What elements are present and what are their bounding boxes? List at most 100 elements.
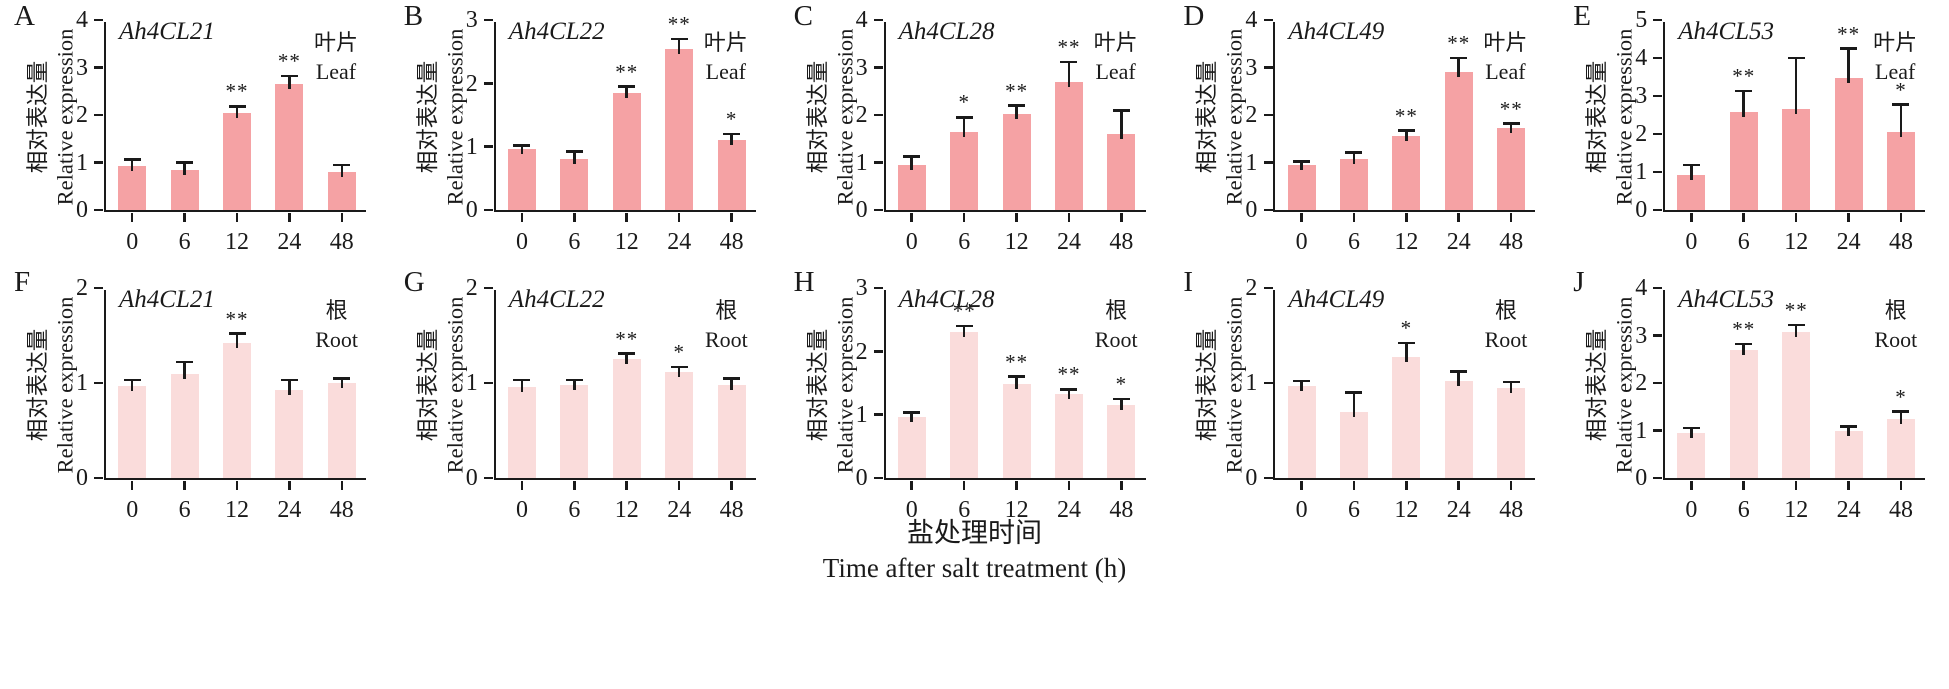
y-axis-tick-label: 1 — [855, 401, 868, 428]
error-bar-stem — [1742, 91, 1746, 117]
error-bar-cap — [1787, 56, 1805, 60]
error-bar-stem — [677, 366, 681, 377]
y-axis-title-zh: 相对表达量 — [805, 60, 831, 174]
x-axis-tick-label: 6 — [1347, 229, 1360, 255]
gene-name-label: Ah4CL28 — [898, 18, 995, 45]
x-axis-tick — [520, 212, 524, 222]
expression-bar — [1497, 387, 1526, 478]
significance-stars: ** — [615, 326, 639, 351]
y-axis-tick-label: 4 — [855, 7, 868, 34]
x-axis-tick-label: 0 — [905, 229, 918, 255]
tissue-label: 叶片 Leaf — [1873, 28, 1917, 86]
significance-stars: ** — [1784, 298, 1808, 323]
error-bar-cap — [1840, 425, 1858, 428]
error-bar-cap — [1450, 56, 1468, 60]
y-axis-tick-label: 1 — [1635, 417, 1648, 444]
plot-area: Ah4CL53 根 Root 0 1 2 3 4 0 ** 6 ** 12 24 * 48 — [1635, 275, 1926, 523]
y-axis-title-zh: 相对表达量 — [1194, 60, 1220, 174]
y-axis-tick-label: 4 — [1635, 275, 1648, 302]
significance-stars: * — [725, 107, 738, 131]
error-bar-stem — [962, 326, 966, 338]
expression-bar — [118, 165, 147, 210]
x-axis-tick — [1847, 480, 1850, 490]
error-bar-cap — [723, 376, 741, 380]
error-bar-cap — [1840, 47, 1858, 50]
error-bar-cap — [1060, 60, 1078, 64]
y-axis-tick — [1263, 18, 1273, 22]
error-bar-stem — [1847, 48, 1850, 83]
error-bar-stem — [1067, 61, 1071, 87]
y-axis-title-zh: 相对表达量 — [805, 328, 831, 442]
x-axis-tick — [1120, 480, 1123, 490]
expression-bar — [665, 371, 694, 478]
x-axis-tick — [1067, 212, 1071, 222]
x-axis-tick-label: 48 — [719, 497, 744, 523]
y-axis-tick — [484, 82, 493, 85]
chart-panel: I 相对表达量 Relative expression Ah4CL49 根 Ro… — [1169, 258, 1559, 523]
x-axis-tick-label: 48 — [1499, 229, 1524, 255]
gene-name-label: Ah4CL22 — [508, 286, 605, 313]
y-axis-tick — [873, 66, 883, 69]
expression-bar — [327, 172, 356, 210]
x-axis-title-en: Time after salt treatment (h) — [822, 553, 1127, 583]
x-axis-tick-label: 12 — [1784, 229, 1809, 255]
y-axis-tick-label: 2 — [76, 275, 88, 302]
tissue-label: 根 Root — [1874, 296, 1917, 354]
x-axis-tick — [1899, 480, 1903, 490]
tissue-label-zh: 叶片 — [1093, 30, 1138, 55]
x-axis-tick — [573, 480, 576, 490]
significance-stars: ** — [1057, 34, 1081, 59]
error-bar-stem — [340, 378, 344, 388]
x-axis-tick — [1457, 480, 1461, 490]
x-axis-tick — [1120, 212, 1123, 222]
x-axis-tick — [1509, 480, 1513, 490]
x-axis-tick-label: 6 — [958, 229, 971, 255]
error-bar-stem — [1899, 104, 1903, 138]
x-axis-tick — [1690, 480, 1693, 490]
x-axis-tick-label: 48 — [1499, 497, 1524, 523]
error-bar-cap — [955, 324, 973, 328]
expression-bar — [1002, 384, 1031, 478]
y-axis-tick — [94, 113, 104, 117]
y-axis-tick — [873, 208, 883, 212]
x-axis-tick-label: 12 — [1394, 229, 1419, 255]
x-axis-tick — [183, 212, 186, 222]
y-axis-tick-label: 3 — [1245, 54, 1258, 81]
y-axis-tick — [1653, 18, 1663, 22]
expression-bar — [1834, 77, 1863, 210]
expression-bar — [717, 384, 746, 478]
tissue-label-en: Root — [1094, 327, 1138, 353]
gene-name-label: Ah4CL28 — [898, 286, 995, 313]
expression-bar — [1287, 164, 1316, 210]
error-bar-cap — [228, 105, 246, 108]
x-axis-tick-label: 0 — [1685, 497, 1698, 523]
tissue-label-zh: 根 — [1494, 298, 1517, 323]
x-axis-title: 盐处理时间 Time after salt treatment (h) — [0, 511, 1949, 584]
y-axis-title-zh: 相对表达量 — [25, 328, 51, 442]
expression-bar — [1782, 109, 1811, 210]
x-axis-tick — [1457, 212, 1461, 222]
tissue-label-zh: 根 — [1105, 298, 1128, 323]
gene-name-label: Ah4CL22 — [508, 18, 605, 45]
x-axis-tick — [130, 212, 134, 222]
expression-bar — [118, 385, 147, 478]
x-axis-tick — [962, 212, 966, 222]
expression-bar — [1886, 418, 1915, 478]
y-axis-tick-label: 0 — [1245, 197, 1258, 224]
expression-bar — [1002, 114, 1031, 210]
error-bar-stem — [910, 412, 914, 422]
significance-stars: ** — [1005, 349, 1029, 374]
y-axis-title-zh: 相对表达量 — [415, 328, 441, 442]
error-bar-cap — [565, 150, 583, 154]
tissue-label-en: Leaf — [1875, 59, 1916, 85]
x-axis-tick-label: 6 — [178, 497, 191, 523]
error-bar-cap — [1112, 108, 1130, 112]
expression-bar — [1782, 332, 1811, 478]
error-bar-cap — [1502, 122, 1520, 125]
chart-panel: A 相对表达量 Relative expression Ah4CL21 叶片 L… — [0, 0, 390, 255]
error-bar-cap — [333, 163, 351, 167]
y-axis-tick — [873, 286, 883, 290]
y-axis-tick — [1263, 161, 1273, 164]
tissue-label-en: Leaf — [705, 59, 746, 85]
y-axis-title-zh: 相对表达量 — [25, 60, 51, 174]
